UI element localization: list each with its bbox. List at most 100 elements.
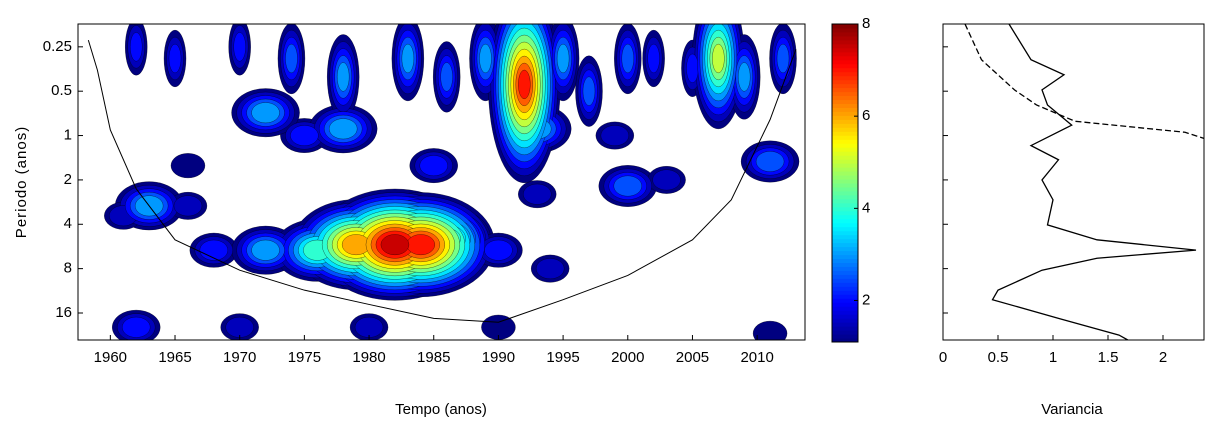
colorbar-step: [832, 43, 858, 49]
colorbar-step: [832, 155, 858, 160]
colorbar-step: [832, 318, 858, 323]
colorbar-tick-label: 8: [862, 15, 870, 32]
colorbar-step: [832, 75, 858, 81]
power-contour: [290, 125, 319, 146]
colorbar-tick-label: 6: [862, 107, 870, 124]
power-contour: [652, 169, 681, 191]
colorbar-step: [832, 127, 858, 132]
power-contour: [647, 43, 660, 74]
colorbar-step: [832, 31, 858, 37]
colorbar-step: [832, 334, 858, 339]
plot-frame: [77, 23, 806, 341]
colorbar-step: [832, 179, 858, 184]
x-tick-label: 1: [1049, 349, 1057, 366]
power-contour: [479, 43, 492, 74]
colorbar-step: [832, 218, 858, 224]
power-contour: [755, 151, 785, 172]
colorbar-step: [832, 230, 858, 236]
colorbar-step: [832, 274, 858, 279]
colorbar-step: [832, 59, 858, 65]
colorbar-step: [832, 151, 858, 156]
power-contour: [484, 239, 513, 261]
y-tick-label: 8: [64, 260, 72, 277]
x-tick-label: 1960: [94, 349, 127, 366]
x-axis-label: Tempo (anos): [395, 401, 487, 418]
power-contour: [582, 76, 596, 106]
colorbar-step: [832, 210, 858, 216]
colorbar-step: [832, 326, 858, 331]
x-tick-label: 1985: [417, 349, 450, 366]
y-tick-label: 0.25: [43, 38, 72, 55]
x-tick-label: 1990: [482, 349, 515, 366]
y-tick-label: 4: [64, 215, 72, 232]
power-contour: [752, 320, 788, 340]
power-contour: [440, 62, 453, 92]
colorbar-step: [832, 278, 858, 283]
x-tick-label: 2: [1159, 349, 1167, 366]
power-contour: [233, 32, 246, 62]
colorbar-step: [832, 194, 858, 200]
power-contour: [122, 316, 151, 338]
colorbar-step: [832, 111, 858, 116]
colorbar-step: [832, 99, 858, 104]
colorbar-step: [832, 79, 858, 85]
colorbar-step: [832, 139, 858, 144]
power-contour: [354, 316, 384, 338]
colorbar-step: [832, 202, 858, 208]
power-contour: [401, 43, 415, 74]
colorbar-step: [832, 175, 858, 180]
power-contour: [536, 258, 565, 279]
x-tick-label: 0.5: [988, 349, 1009, 366]
colorbar-step: [832, 171, 858, 176]
colorbar-step: [832, 87, 858, 93]
colorbar-step: [832, 83, 858, 89]
power-contour: [523, 183, 552, 205]
y-tick-label: 1: [64, 127, 72, 144]
power-contour: [613, 175, 642, 197]
colorbar-step: [832, 246, 858, 252]
power-contour: [556, 43, 570, 74]
colorbar-step: [832, 234, 858, 240]
colorbar-step: [832, 27, 858, 33]
colorbar-step: [832, 270, 858, 275]
colorbar-step: [832, 262, 858, 267]
y-tick-label: 16: [55, 304, 72, 321]
x-tick-label: 1965: [158, 349, 191, 366]
colorbar-step: [832, 159, 858, 164]
colorbar-step: [832, 51, 858, 57]
colorbar-step: [832, 310, 858, 315]
colorbar-step: [832, 91, 858, 97]
colorbar-step: [832, 238, 858, 244]
colorbar-step: [832, 294, 858, 299]
power-contour: [225, 316, 254, 338]
power-contour: [621, 43, 634, 74]
power-contour: [170, 153, 206, 179]
wavelet-plot: [87, 24, 800, 340]
colorbar-step: [832, 143, 858, 148]
colorbar-step: [832, 206, 858, 212]
colorbar-step: [832, 103, 858, 108]
colorbar-step: [832, 39, 858, 45]
colorbar-step: [832, 147, 858, 152]
colorbar-step: [832, 286, 858, 291]
power-contour: [199, 239, 228, 261]
power-contour: [738, 62, 751, 92]
colorbar-step: [832, 254, 858, 260]
colorbar-step: [832, 107, 858, 112]
colorbar-step: [832, 67, 858, 73]
power-contour: [251, 102, 280, 124]
y-tick-label: 0.5: [51, 82, 72, 99]
colorbar-step: [832, 258, 858, 263]
power-contour: [776, 43, 790, 74]
power-contour: [686, 53, 699, 83]
colorbar-step: [832, 266, 858, 271]
colorbar-step: [832, 198, 858, 204]
colorbar-step: [832, 306, 858, 311]
power-contour: [285, 43, 298, 74]
colorbar-step: [832, 95, 858, 101]
x-tick-label: 1995: [546, 349, 579, 366]
colorbar-step: [832, 63, 858, 69]
colorbar-step: [832, 24, 858, 29]
y-axis-label: Periodo (anos): [13, 126, 30, 238]
